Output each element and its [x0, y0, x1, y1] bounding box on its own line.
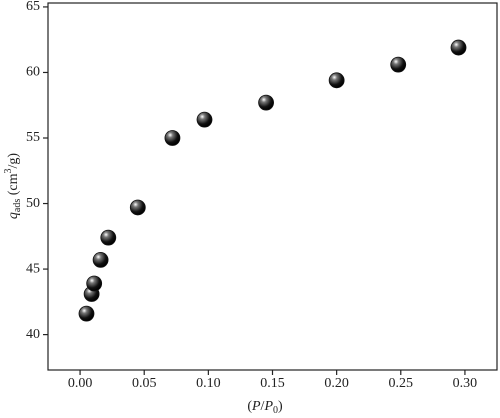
x-tick-label: 0.25: [389, 376, 414, 391]
x-label-part: 0: [273, 405, 278, 416]
x-tick-label: 0.05: [132, 376, 157, 391]
y-tick-label: 45: [26, 261, 40, 276]
y-tick-label: 40: [26, 327, 40, 342]
x-axis-label: (P/P0): [247, 399, 283, 416]
point: [258, 94, 274, 111]
point: [86, 275, 103, 292]
y-tick-label: 65: [26, 0, 40, 14]
x-label-part: ): [278, 399, 283, 414]
point: [129, 199, 146, 216]
y-tick-label: 50: [26, 196, 40, 211]
y-tick-label: 55: [26, 130, 40, 145]
y-label-part: q: [6, 212, 21, 219]
y-label-part: ads: [12, 199, 23, 212]
plot-frame: [47, 2, 498, 371]
point: [196, 111, 213, 128]
point: [450, 39, 467, 56]
point: [328, 72, 345, 89]
point: [164, 130, 181, 146]
x-tick-label: 0.20: [324, 376, 349, 391]
y-axis-label: qads (cm3/g): [3, 153, 23, 219]
x-tick-label: 0.15: [260, 376, 285, 391]
point: [92, 251, 109, 268]
y-tick-label: 60: [26, 65, 40, 80]
x-label-part: (: [247, 399, 252, 414]
x-label-part: /: [261, 399, 265, 414]
x-label-part: P: [263, 399, 273, 414]
y-label-part: 3: [3, 168, 14, 173]
y-label-part: /g): [6, 153, 21, 169]
y-label-part: (cm: [6, 173, 21, 198]
point: [390, 56, 407, 73]
x-tick-label: 0.00: [68, 376, 93, 391]
x-tick-label: 0.10: [196, 376, 221, 391]
point: [78, 305, 95, 322]
x-label-part: P: [251, 399, 261, 414]
point: [100, 229, 117, 246]
x-tick-label: 0.30: [453, 376, 478, 391]
